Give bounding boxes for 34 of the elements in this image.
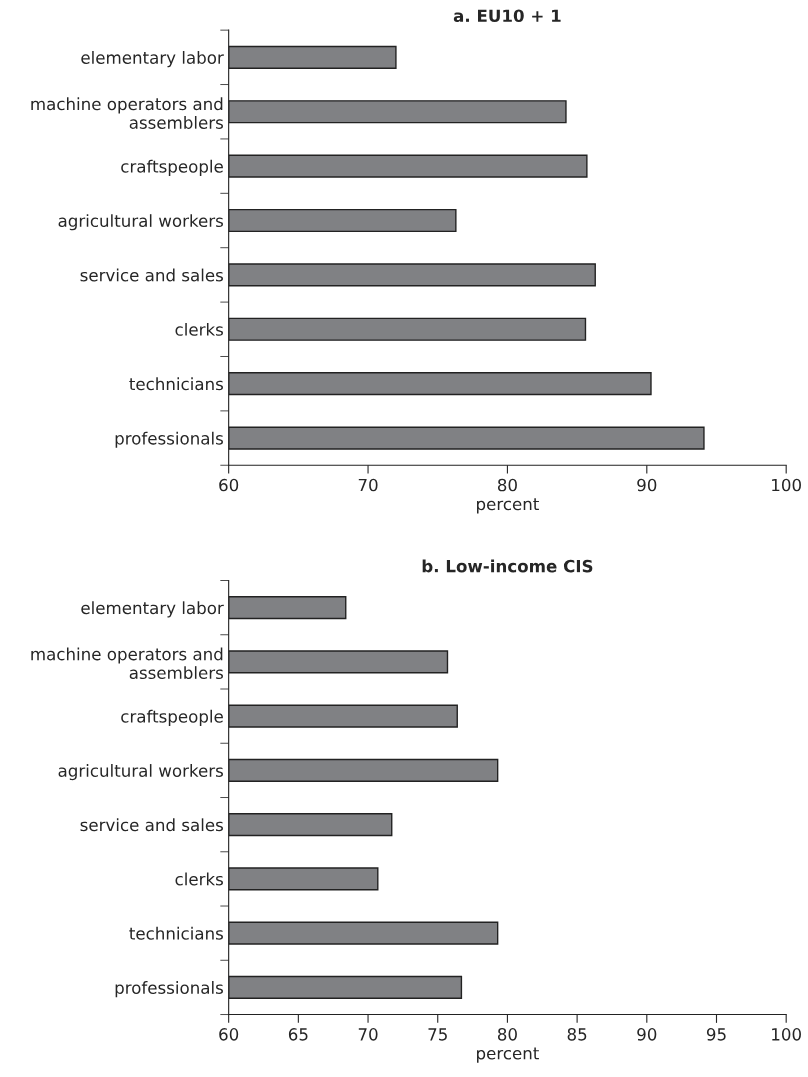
y-tick-label: service and sales bbox=[80, 818, 223, 832]
x-tick-label: 95 bbox=[706, 1028, 726, 1041]
y-tick-label: craftspeople bbox=[121, 709, 223, 726]
y-tick-label: professionals bbox=[115, 431, 223, 448]
y-tick-label: professionals bbox=[115, 981, 223, 998]
y-tick-label: clerks bbox=[175, 322, 223, 336]
y-tick-label: machine operators and assemblers bbox=[31, 97, 223, 129]
x-tick-label: 80 bbox=[497, 1028, 517, 1041]
x-tick-label: 80 bbox=[497, 478, 517, 492]
x-tick-label: 90 bbox=[637, 1028, 657, 1041]
chart-title: a. EU10 + 1 bbox=[453, 9, 561, 23]
x-axis-title: percent bbox=[477, 498, 539, 514]
x-tick-label: 60 bbox=[219, 478, 239, 492]
x-tick-label: 60 bbox=[219, 1028, 239, 1041]
x-tick-label: 65 bbox=[288, 1028, 308, 1041]
x-tick-label: 70 bbox=[358, 1028, 378, 1041]
x-tick-label: 85 bbox=[567, 1028, 587, 1041]
x-tick-label: 100 bbox=[772, 478, 801, 492]
x-tick-label: 90 bbox=[637, 478, 657, 492]
y-tick-label: technicians bbox=[129, 377, 223, 391]
y-tick-label: technicians bbox=[129, 926, 223, 940]
x-tick-label: 70 bbox=[358, 478, 378, 492]
y-tick-label: machine operators and assemblers bbox=[31, 647, 223, 680]
x-tick-label: 100 bbox=[772, 1028, 801, 1041]
y-tick-label: clerks bbox=[175, 872, 223, 886]
x-tick-label: 75 bbox=[428, 1028, 447, 1041]
y-tick-label: agricultural workers bbox=[58, 764, 223, 781]
x-axis-title: percent bbox=[477, 1047, 539, 1063]
y-tick-label: service and sales bbox=[80, 268, 223, 282]
y-tick-label: craftspeople bbox=[121, 159, 223, 176]
chart-title: b. Low-income CIS bbox=[422, 559, 593, 573]
y-tick-label: agricultural workers bbox=[58, 214, 223, 231]
y-tick-label: elementary labor bbox=[81, 51, 224, 68]
y-tick-label: elementary labor bbox=[81, 601, 224, 618]
